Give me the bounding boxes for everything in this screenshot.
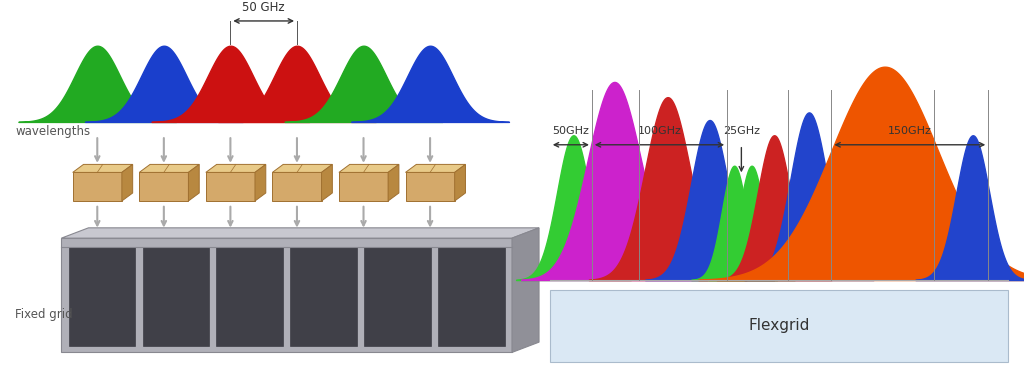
Text: 50 GHz: 50 GHz <box>243 1 285 14</box>
Polygon shape <box>255 165 266 201</box>
Polygon shape <box>455 165 466 201</box>
Polygon shape <box>512 228 539 352</box>
Polygon shape <box>61 228 539 238</box>
Text: Fixed grid: Fixed grid <box>15 308 73 321</box>
Polygon shape <box>69 247 135 346</box>
Polygon shape <box>139 165 200 172</box>
Text: 100GHz: 100GHz <box>638 126 681 136</box>
Polygon shape <box>73 172 122 201</box>
Polygon shape <box>216 247 283 346</box>
Polygon shape <box>339 165 399 172</box>
Text: Flexgrid: Flexgrid <box>749 318 809 333</box>
Polygon shape <box>406 172 455 201</box>
Text: 150GHz: 150GHz <box>888 126 932 136</box>
Polygon shape <box>438 247 505 346</box>
Polygon shape <box>365 247 431 346</box>
Polygon shape <box>206 172 255 201</box>
FancyBboxPatch shape <box>550 290 1008 362</box>
Polygon shape <box>406 165 466 172</box>
Polygon shape <box>142 247 209 346</box>
Polygon shape <box>73 165 133 172</box>
Polygon shape <box>139 172 188 201</box>
Polygon shape <box>291 247 357 346</box>
Polygon shape <box>322 165 333 201</box>
Text: 50GHz: 50GHz <box>552 126 590 136</box>
Text: wavelengths: wavelengths <box>15 125 90 138</box>
Polygon shape <box>388 165 399 201</box>
Polygon shape <box>272 172 322 201</box>
Polygon shape <box>61 238 512 352</box>
Polygon shape <box>272 165 333 172</box>
Polygon shape <box>339 172 388 201</box>
Polygon shape <box>206 165 266 172</box>
Text: 25GHz: 25GHz <box>723 126 760 136</box>
Polygon shape <box>122 165 133 201</box>
Polygon shape <box>188 165 200 201</box>
